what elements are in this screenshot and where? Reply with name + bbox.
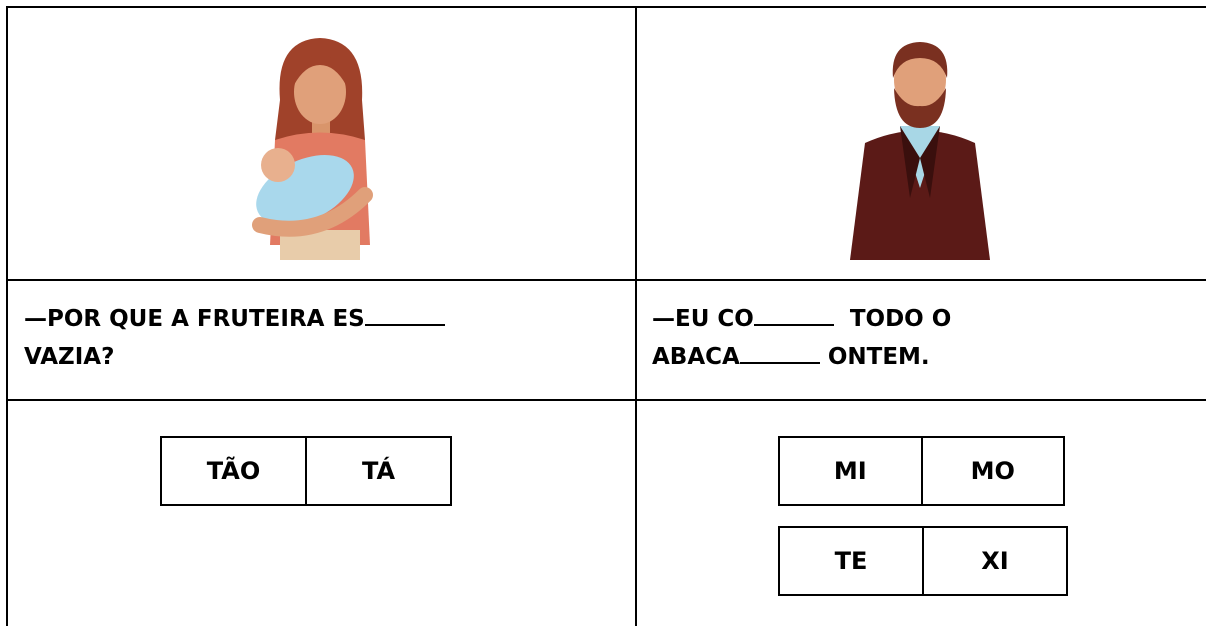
row-border [6, 279, 1206, 281]
prompt-text: VAZIA? [24, 344, 115, 370]
prompt: —POR QUE A FRUTEIRA ES VAZIA? [24, 300, 445, 376]
table-border [6, 6, 8, 626]
prompt: —EU CO TODO O ABACA ONTEM. [652, 300, 951, 376]
prompt-text: TODO O [849, 306, 952, 332]
option-box: TE XI [778, 526, 1068, 596]
option[interactable]: MO [920, 438, 1064, 504]
blank [739, 342, 820, 364]
option[interactable]: TE [834, 547, 868, 575]
prompt-text: —POR QUE A FRUTEIRA ES [24, 306, 365, 332]
column-border [635, 6, 637, 626]
option[interactable]: TÁ [305, 438, 450, 504]
blank [364, 304, 445, 326]
woman-illustration [252, 38, 373, 260]
prompt-text: ONTEM. [827, 344, 930, 370]
option-box: TÃO TÁ [160, 436, 452, 506]
blank [753, 304, 834, 326]
option-box: MI MO [778, 436, 1065, 506]
option[interactable]: TÃO [206, 457, 261, 485]
option[interactable]: XI [922, 528, 1066, 594]
prompt-text: ABACA [652, 344, 740, 370]
row-border [6, 399, 1206, 401]
man-illustration [850, 42, 990, 260]
table-border [6, 6, 1206, 8]
prompt-text: —EU CO [652, 306, 754, 332]
option[interactable]: MI [833, 457, 867, 485]
